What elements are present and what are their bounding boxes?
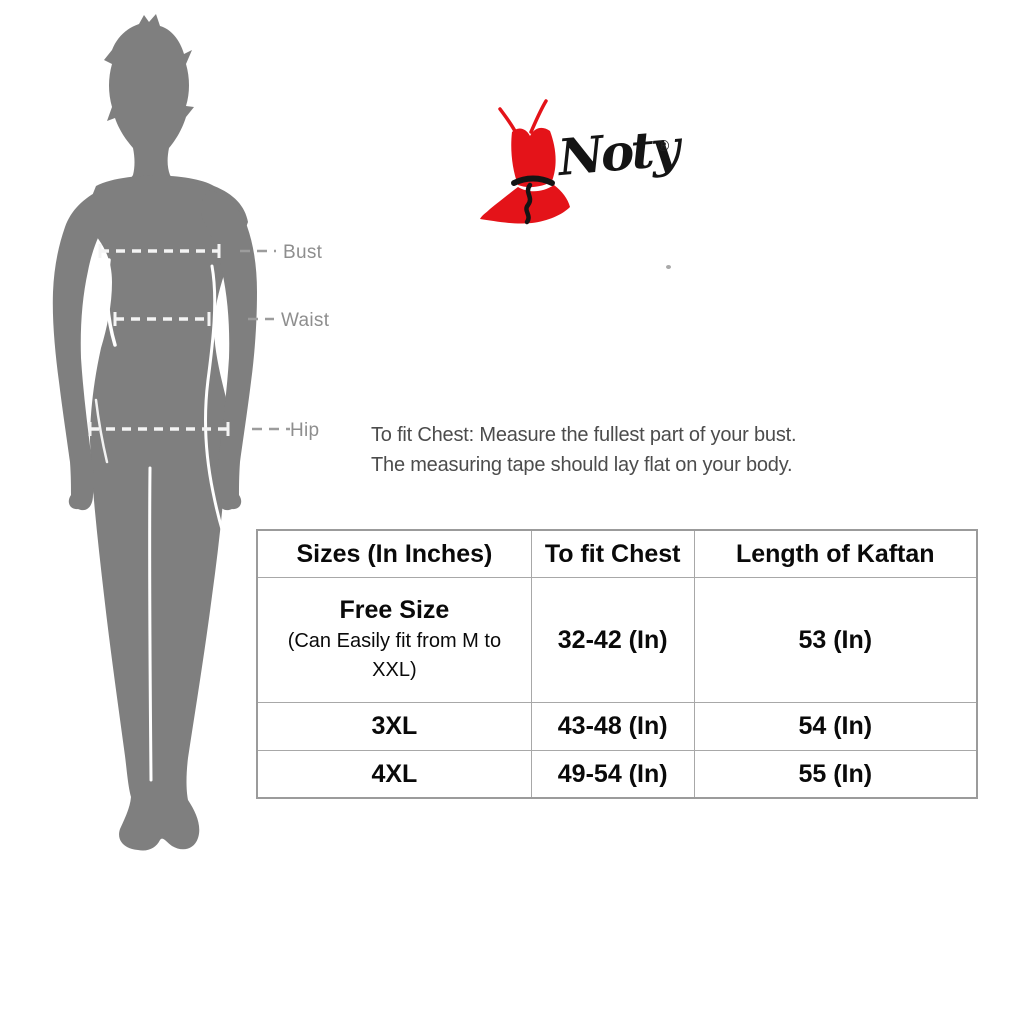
cell-length-3xl: 54 (In) — [693, 702, 978, 751]
right-side-gap — [204, 264, 231, 552]
noty-logo: Noty ® — [470, 95, 700, 230]
dress-strap-left — [498, 107, 518, 135]
size-note: (Can Easily fit from M to XXL) — [287, 629, 502, 681]
red-dress-icon — [480, 99, 570, 225]
measuring-instructions: To fit Chest: Measure the fullest part o… — [371, 420, 871, 480]
instruction-line-2: The measuring tape should lay flat on yo… — [371, 454, 793, 476]
bust-measure-ticks — [98, 244, 221, 258]
bust-label: Bust — [283, 242, 323, 263]
cell-size-free: Free Size (Can Easily fit from M to XXL) — [256, 577, 532, 703]
speck-artifact — [666, 265, 671, 269]
dress-skirt — [480, 185, 570, 224]
silhouette-left-arm — [52, 190, 109, 511]
dress-belt — [511, 175, 555, 186]
waist-measure-ticks — [113, 312, 211, 326]
left-waist-gap — [105, 258, 117, 347]
header-length: Length of Kaftan — [693, 529, 978, 578]
silhouette-head — [104, 14, 198, 198]
size-table-header-row: Sizes (In Inches) To fit Chest Length of… — [256, 529, 978, 578]
hip-label: Hip — [290, 420, 320, 441]
table-row-free-size: Free Size (Can Easily fit from M to XXL)… — [256, 577, 978, 703]
cell-size-3xl: 3XL — [256, 702, 532, 751]
cell-size-4xl: 4XL — [256, 750, 532, 799]
instruction-line-1: To fit Chest: Measure the fullest part o… — [371, 424, 797, 446]
dress-strap-right — [529, 99, 548, 134]
size-table: Sizes (In Inches) To fit Chest Length of… — [256, 529, 978, 799]
table-row-4xl: 4XL 49-54 (In) 55 (In) — [256, 750, 978, 799]
header-chest: To fit Chest — [530, 529, 695, 578]
between-legs-gap — [148, 466, 153, 782]
cell-length-free: 53 (In) — [693, 577, 978, 703]
registered-trademark-icon: ® — [656, 137, 671, 155]
cell-chest-3xl: 43-48 (In) — [530, 702, 695, 751]
dress-belt-ribbon — [524, 182, 533, 225]
waist-label: Waist — [281, 310, 330, 331]
left-hip-gap — [94, 398, 109, 464]
cell-chest-free: 32-42 (In) — [530, 577, 695, 703]
header-sizes: Sizes (In Inches) — [256, 529, 532, 578]
table-row-3xl: 3XL 43-48 (In) 54 (In) — [256, 702, 978, 751]
silhouette-right-arm — [201, 190, 257, 511]
dress-bodice — [511, 127, 556, 188]
cell-chest-4xl: 49-54 (In) — [530, 750, 695, 799]
cell-length-4xl: 55 (In) — [693, 750, 978, 799]
silhouette-body — [86, 175, 248, 851]
size-value: Free Size — [339, 595, 450, 624]
hip-measure-ticks — [88, 422, 230, 436]
